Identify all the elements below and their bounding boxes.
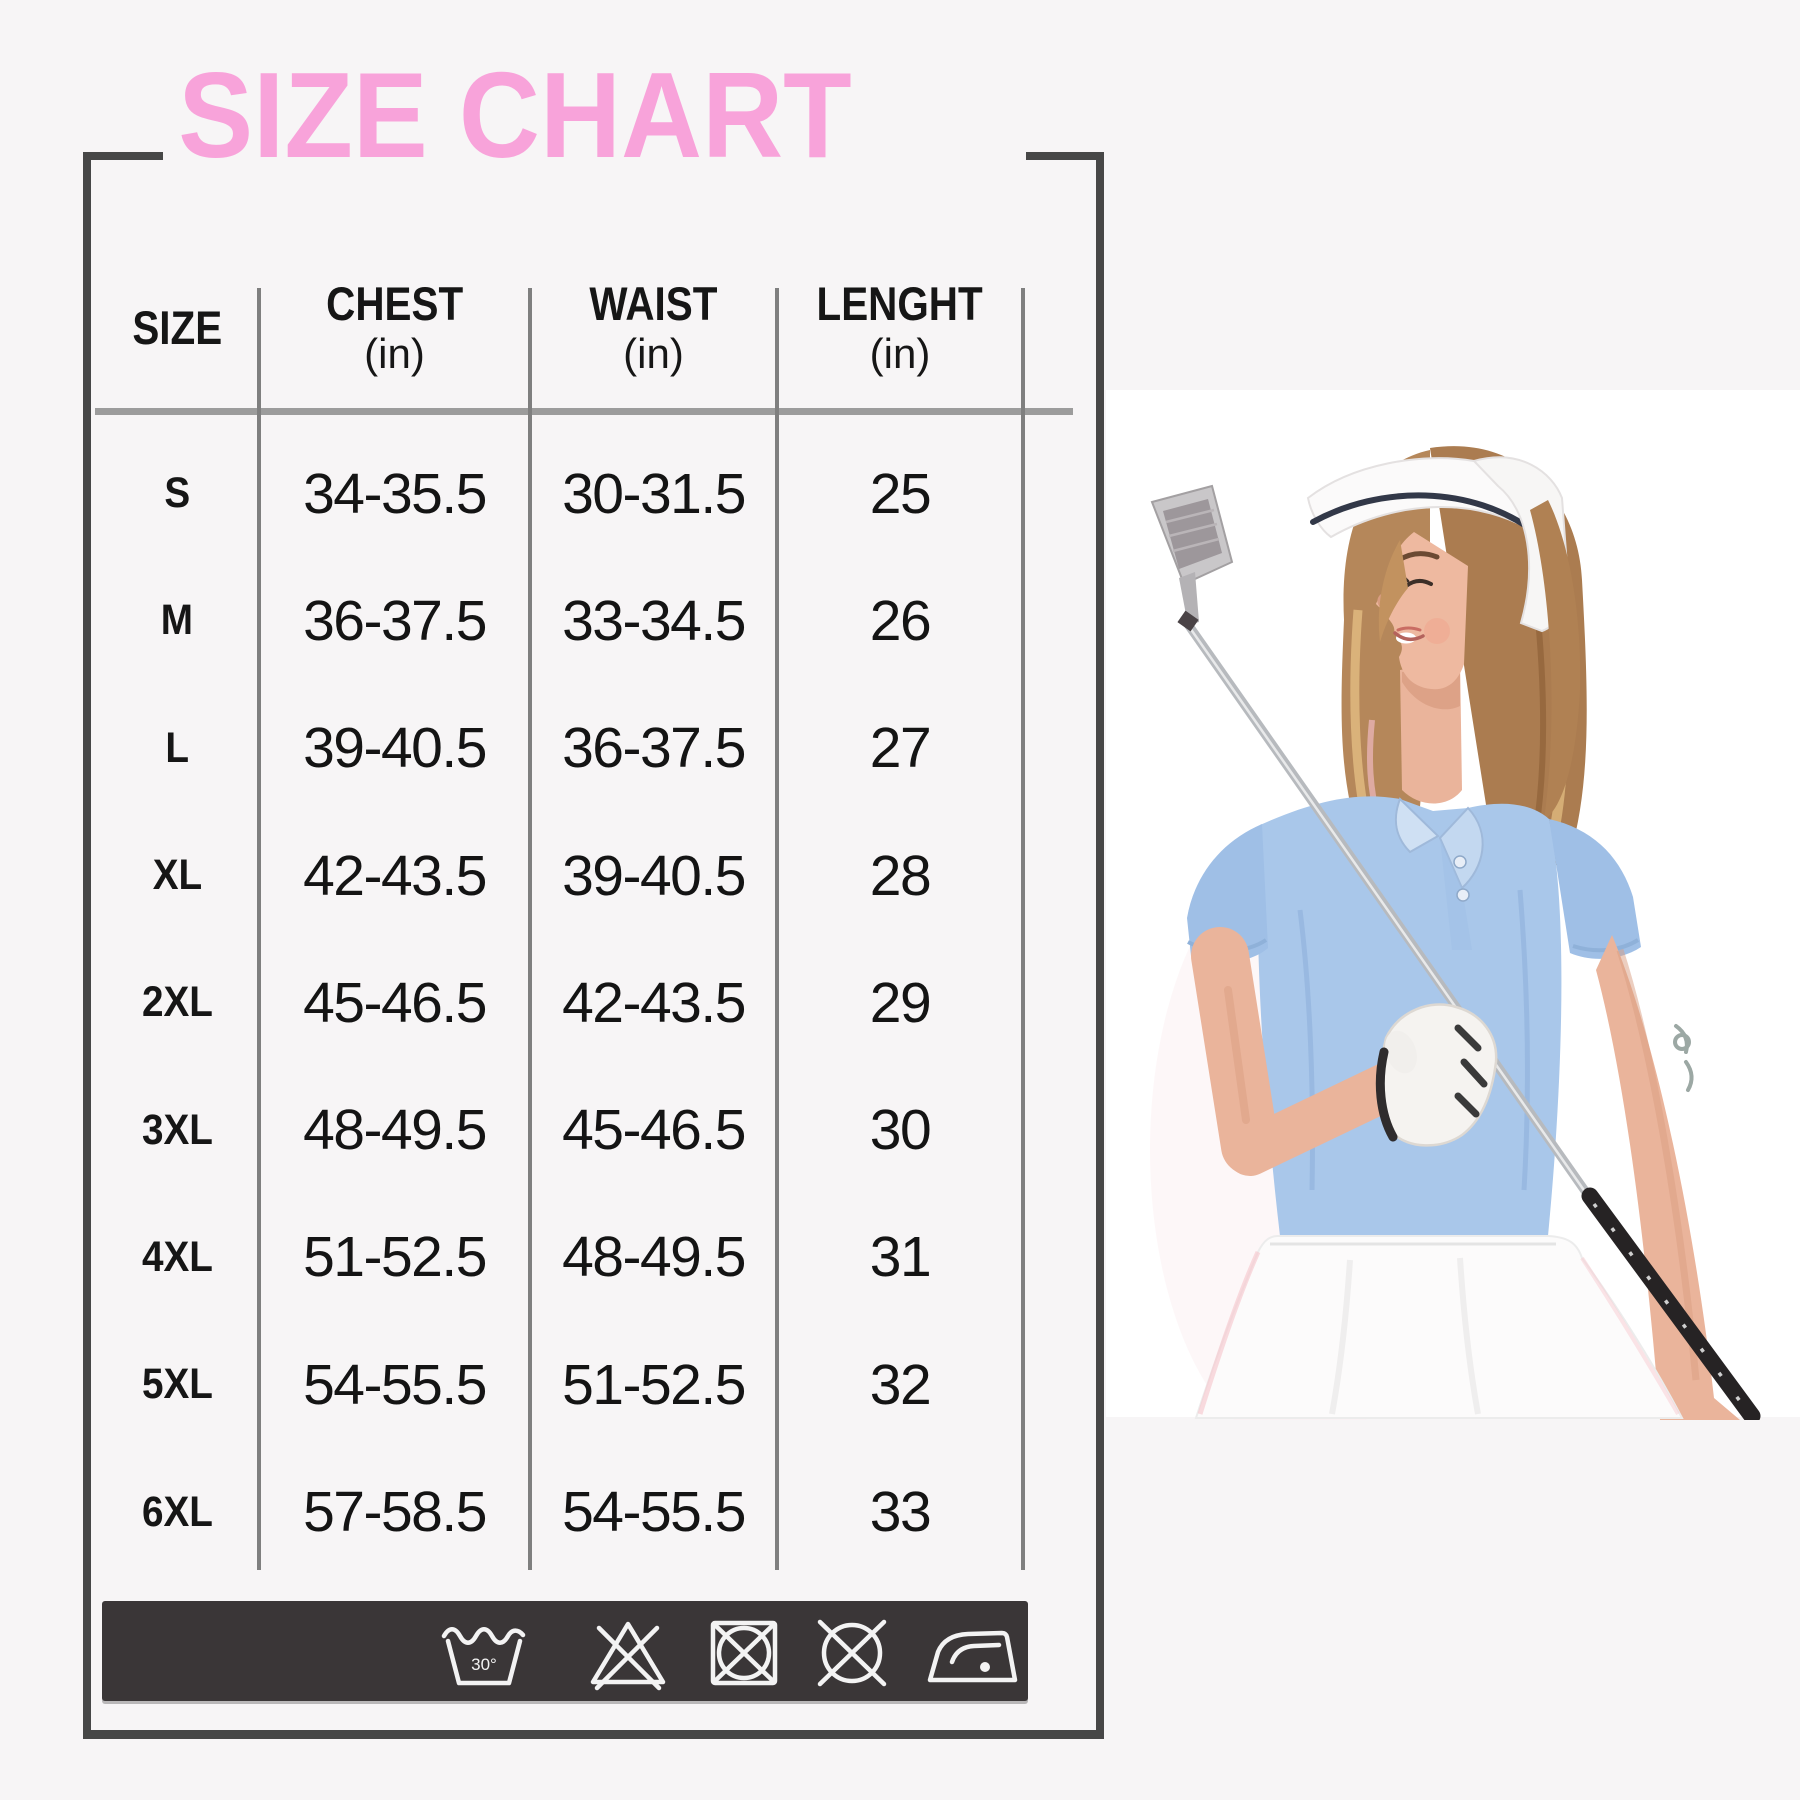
chest-value: 34-35.5 xyxy=(303,461,487,526)
column-header-unit: (in) xyxy=(869,330,931,377)
chest-value: 51-52.5 xyxy=(303,1225,487,1290)
length-value: 32 xyxy=(869,1352,932,1417)
chest-value: 57-58.5 xyxy=(303,1480,487,1545)
frame-bottom-edge xyxy=(83,1730,1104,1739)
waist-value: 45-46.5 xyxy=(562,1098,746,1163)
waist-value: 30-31.5 xyxy=(562,461,746,526)
length-value: 25 xyxy=(869,461,932,526)
column-divider xyxy=(528,288,532,1570)
page-title: SIZE CHART xyxy=(178,47,852,183)
golfer-illustration xyxy=(1106,390,1800,1450)
do-not-bleach-icon xyxy=(578,1610,678,1694)
column-header-label: LENGHT xyxy=(816,277,984,330)
chest-value: 36-37.5 xyxy=(303,588,487,653)
size-table: S 34-35.5 30-31.5 25 M 36-37.5 33-34.5 2… xyxy=(95,430,1023,1576)
size-label: XL xyxy=(152,851,202,900)
waist-value: 42-43.5 xyxy=(562,970,746,1035)
column-header-length: LENGHT (in) xyxy=(777,248,1023,406)
iron-one-dot-icon xyxy=(922,1610,1022,1694)
column-header-label: SIZE xyxy=(132,300,222,354)
column-header-label: WAIST xyxy=(589,277,718,330)
length-value: 29 xyxy=(869,970,932,1035)
chest-value: 39-40.5 xyxy=(303,716,487,781)
chest-value: 54-55.5 xyxy=(303,1352,487,1417)
length-value: 33 xyxy=(869,1480,932,1545)
column-divider xyxy=(257,288,261,1570)
column-header-label: CHEST xyxy=(325,277,463,330)
waist-value: 48-49.5 xyxy=(562,1225,746,1290)
column-divider xyxy=(1021,288,1025,1570)
column-header-unit: (in) xyxy=(623,330,684,377)
chest-value: 48-49.5 xyxy=(303,1098,487,1163)
size-label: S xyxy=(164,469,190,518)
waist-value: 39-40.5 xyxy=(562,843,746,908)
column-header-chest: CHEST (in) xyxy=(259,248,530,406)
wash-at-30-icon: 30° xyxy=(434,1610,534,1694)
chest-value: 45-46.5 xyxy=(303,970,487,1035)
length-value: 31 xyxy=(869,1225,932,1290)
column-header-size: SIZE xyxy=(95,248,259,406)
waist-value: 36-37.5 xyxy=(562,716,746,781)
frame-left-edge xyxy=(83,152,91,1738)
frame-right-edge xyxy=(1096,152,1104,1738)
size-label: 6XL xyxy=(141,1487,213,1536)
length-value: 26 xyxy=(869,588,932,653)
length-value: 27 xyxy=(869,716,932,781)
waist-value: 33-34.5 xyxy=(562,588,746,653)
size-label: 3XL xyxy=(141,1105,213,1154)
column-header-unit: (in) xyxy=(364,330,425,377)
waist-value: 51-52.5 xyxy=(562,1352,746,1417)
header-divider-rule xyxy=(95,408,1073,415)
length-value: 28 xyxy=(869,843,932,908)
do-not-dry-clean-icon xyxy=(802,1610,902,1694)
size-label: M xyxy=(160,596,194,645)
frame-top-right-tick xyxy=(1026,152,1104,160)
column-divider xyxy=(775,288,779,1570)
frame-top-left-tick xyxy=(83,152,163,160)
care-instructions-bar: 30° xyxy=(102,1601,1028,1701)
wash-temperature: 30° xyxy=(471,1655,497,1674)
do-not-tumble-dry-icon xyxy=(694,1610,794,1694)
size-label: 4XL xyxy=(141,1232,213,1281)
size-label: L xyxy=(165,723,189,772)
size-label: 2XL xyxy=(141,978,213,1027)
size-label: 5XL xyxy=(141,1360,213,1409)
model-photo xyxy=(1100,390,1800,1450)
length-value: 30 xyxy=(869,1098,932,1163)
waist-value: 54-55.5 xyxy=(562,1480,746,1545)
chest-value: 42-43.5 xyxy=(303,843,487,908)
column-header-waist: WAIST (in) xyxy=(530,248,777,406)
